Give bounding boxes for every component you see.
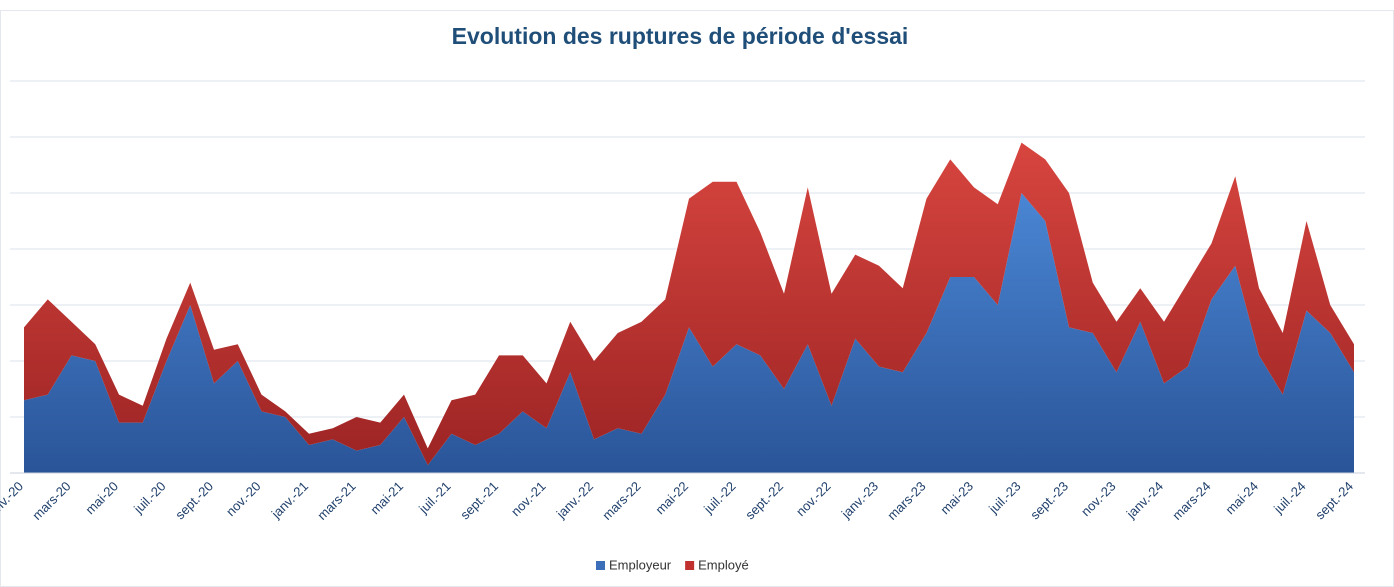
x-tick-label: sept.-21 [457,479,501,523]
legend-swatch [685,561,695,570]
x-tick-label: janv.-24 [1123,479,1166,522]
legend-label: Employé [698,557,749,572]
x-tick-label: mars-21 [314,479,358,523]
x-tick-label: mai-22 [652,479,691,518]
x-tick-label: mai-21 [367,479,406,518]
x-tick-label: mai-24 [1222,479,1261,518]
x-tick-label: janv.-21 [268,479,311,522]
x-tick-label: juil.-20 [130,479,168,517]
x-tick-label: sept.-22 [742,479,786,523]
x-tick-label: juil.-21 [415,479,453,517]
legend-label: Employeur [609,557,672,572]
area [24,193,1354,473]
legend-swatch [596,561,605,570]
x-tick-label: janv.-22 [553,479,596,522]
x-tick-label: mars-20 [29,479,73,523]
x-tick-label: mars-22 [599,479,643,523]
x-tick-label: sept.-23 [1027,479,1071,523]
x-tick-label: mars-24 [1169,479,1213,523]
x-tick-label: mars-23 [884,479,928,523]
x-tick-label: janv.-23 [838,479,881,522]
x-tick-label: nov.-20 [223,479,264,520]
x-tick-label: juil.-24 [1270,479,1308,517]
area [24,142,1354,466]
x-tick-label: nov.-21 [508,479,549,520]
x-tick-label: nov.-22 [793,479,834,520]
x-tick-label: mai-23 [937,479,976,518]
x-tick-label: juil.-23 [985,479,1023,517]
x-tick-label: janv.-20 [0,479,26,522]
x-tick-label: mai-20 [82,479,121,518]
x-tick-label: nov.-23 [1078,479,1119,520]
x-tick-label: sept.-20 [172,479,216,523]
x-tick-label: juil.-22 [700,479,738,517]
x-tick-label: sept.-24 [1312,479,1356,523]
chart-title: Evolution des ruptures de période d'essa… [452,23,909,49]
